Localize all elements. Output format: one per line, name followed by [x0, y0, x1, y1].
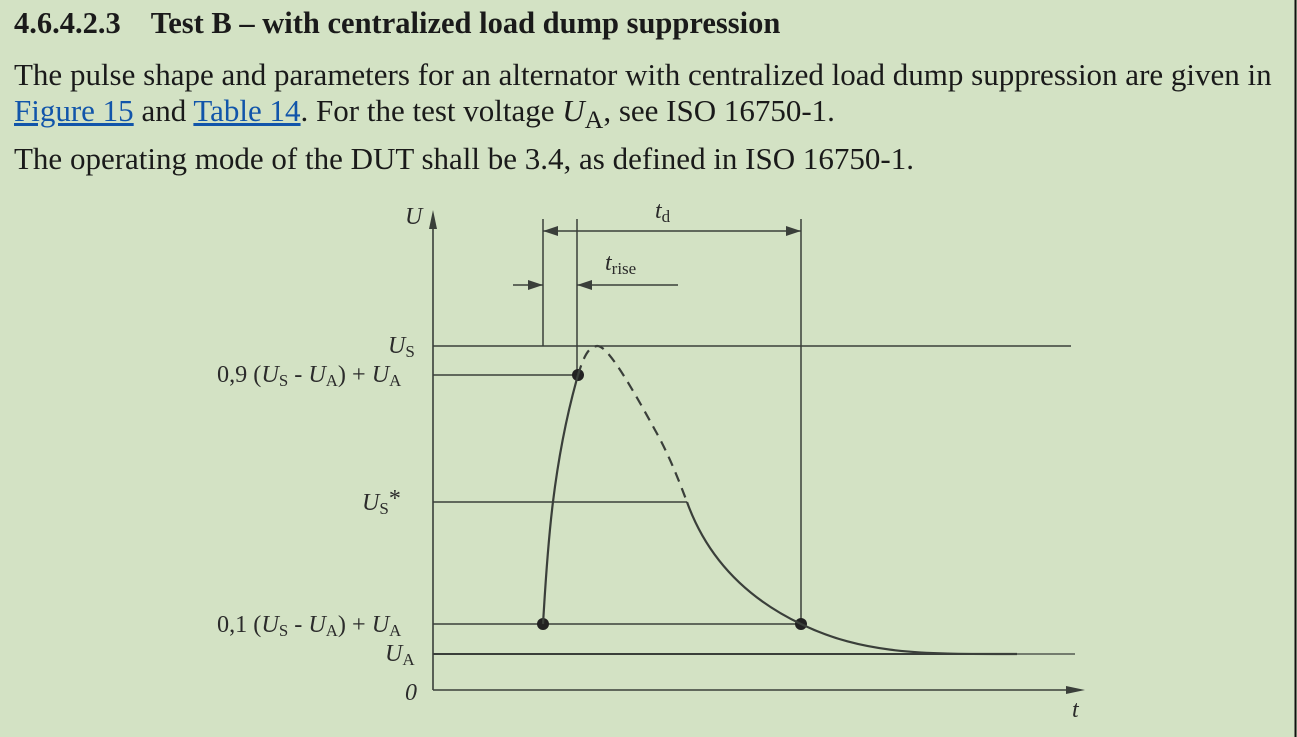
svg-text:0: 0 [405, 680, 417, 706]
svg-text:U: U [405, 204, 424, 230]
svg-text:t: t [1072, 697, 1080, 723]
svg-text:td: td [655, 198, 671, 226]
svg-text:trise: trise [605, 250, 636, 278]
svg-text:US*: US* [362, 486, 401, 518]
svg-text:UA: UA [385, 641, 415, 669]
svg-text:0,1 (US - UA) + UA: 0,1 (US - UA) + UA [217, 611, 401, 640]
svg-text:0,9 (US - UA) + UA: 0,9 (US - UA) + UA [217, 361, 401, 390]
svg-text:US: US [388, 333, 415, 361]
